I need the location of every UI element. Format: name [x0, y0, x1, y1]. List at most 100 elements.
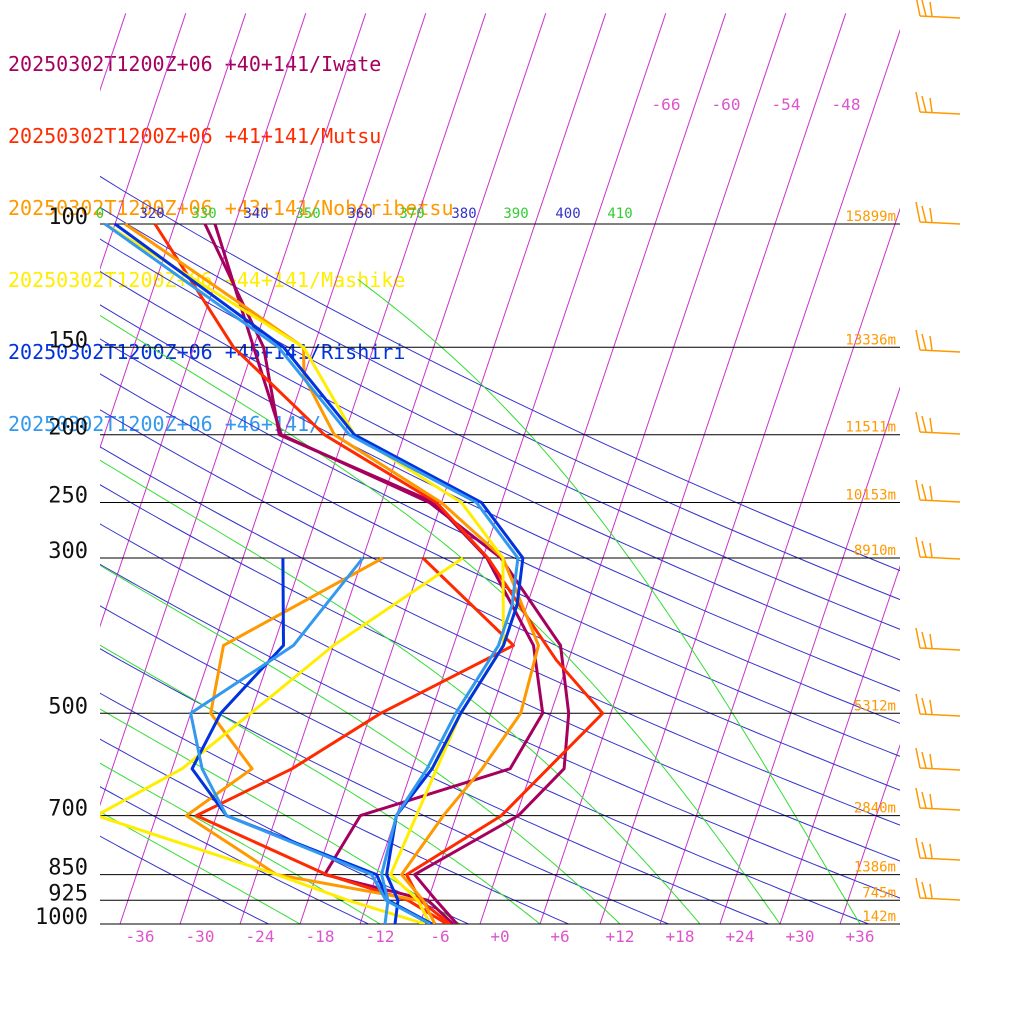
pressure-label: 500 [48, 694, 88, 719]
dry-adiabat-line [100, 175, 900, 572]
series-1-temperature-line [153, 223, 605, 924]
legend-entry-noboribetsu: 20250302T1200Z+06 +43+141/Noboribetsu [8, 196, 454, 220]
isotherm-line [100, 13, 367, 807]
pressure-label: 925 [48, 881, 88, 906]
isotherm-line [100, 13, 187, 271]
pressure-label: 150 [48, 328, 88, 353]
isotherm-line [419, 13, 727, 924]
temperature-tick-label: -18 [306, 927, 335, 946]
pressure-label: 1000 [35, 905, 88, 930]
wind-barb-icon [915, 787, 961, 811]
height-label: 15899m [845, 209, 896, 225]
legend-entry-iwate: 20250302T1200Z+06 +40+141/Iwate [8, 52, 382, 76]
wind-barb-icon [915, 91, 961, 115]
theta-label: 360 [347, 206, 372, 222]
temperature-tick-label: +36 [846, 927, 875, 946]
isotherm-line [119, 13, 427, 924]
isotherm-line [0, 13, 6, 924]
isotherm-line [839, 743, 900, 924]
isotherm-line [479, 13, 787, 924]
dry-adiabat-line [100, 738, 470, 924]
legend-entry-mutsu: 20250302T1200Z+06 +41+141/Mutsu [8, 124, 382, 148]
pressure-label: 850 [48, 856, 88, 881]
theta-label: 350 [295, 206, 320, 222]
height-label: 1386m [854, 860, 896, 876]
theta-label: 400 [555, 206, 580, 222]
temperature-tick-label: -6 [430, 927, 449, 946]
moist-adiabat-line [100, 459, 701, 924]
series-3-temperature-line [104, 222, 505, 924]
wind-barb-icon [915, 627, 961, 651]
wind-barb-icon [915, 329, 961, 353]
wind-barb-icon [915, 201, 961, 225]
dry-adiabat-line [100, 206, 900, 601]
isotherm-line [899, 922, 900, 924]
dry-adiabat-line [100, 409, 900, 791]
dry-adiabat-line [100, 563, 870, 924]
series-5-temperature-line [104, 222, 520, 924]
temperature-tick-label: -12 [366, 927, 395, 946]
temperature-tick-label: +18 [666, 927, 695, 946]
series-4-temperature-line [114, 222, 525, 924]
dry-adiabat-line [100, 786, 370, 924]
isotherm-line [100, 13, 307, 628]
temperature-tick-label: +6 [550, 927, 569, 946]
dry-adiabat-line [100, 692, 570, 924]
dry-adiabat-line [100, 484, 900, 862]
height-label: 8910m [854, 543, 896, 559]
temperature-tick-label: -24 [246, 927, 275, 946]
temperature-tick-label: -30 [186, 927, 215, 946]
upper-temperature-label: -60 [712, 95, 741, 114]
theta-label: 370 [399, 206, 424, 222]
isotherm-line [779, 564, 900, 924]
theta-label: 390 [503, 206, 528, 222]
moist-adiabat-line [357, 279, 861, 924]
moist-adiabat-line [100, 314, 781, 924]
upper-temperature-label: -48 [832, 95, 861, 114]
pressure-label: 300 [48, 539, 88, 564]
theta-label: 340 [243, 206, 268, 222]
pressure-label: 700 [48, 797, 88, 822]
isotherm-line [539, 13, 847, 924]
height-label: 10153m [845, 488, 896, 504]
upper-temperature-label: -54 [772, 95, 801, 114]
isotherm-line [599, 28, 900, 924]
pressure-label: 100 [48, 205, 88, 230]
pressure-label: 200 [48, 416, 88, 441]
isotherm-line [100, 13, 247, 449]
moist-adiabat-line [100, 644, 541, 924]
height-label: 5312m [854, 698, 896, 714]
dry-adiabat-line [100, 648, 670, 924]
theta-label: 330 [191, 206, 216, 222]
isotherm-line [659, 207, 900, 924]
pressure-label: 250 [48, 484, 88, 509]
isotherm-line [299, 13, 607, 924]
isotherm-line [0, 13, 66, 924]
moist-adiabat-line [100, 811, 301, 924]
series-5-dewpoint-line [189, 557, 431, 924]
legend: 20250302T1200Z+06 +40+141/Iwate 20250302… [8, 4, 454, 460]
wind-barb-icon [915, 411, 961, 435]
temperature-tick-label: +12 [606, 927, 635, 946]
isotherm-line [359, 13, 667, 924]
moist-adiabat-line [100, 762, 381, 924]
theta-label: 410 [607, 206, 632, 222]
wind-barb-icon [915, 877, 961, 901]
height-label: 11511m [845, 420, 896, 436]
dry-adiabat-line [100, 338, 900, 724]
dry-adiabat-line [100, 270, 900, 661]
dry-adiabat-line [100, 373, 900, 757]
isotherm-line [719, 386, 900, 924]
wind-barb-icon [915, 479, 961, 503]
isotherm-line [239, 13, 547, 924]
moist-adiabat-line [100, 708, 461, 924]
wind-barb-icon [915, 747, 961, 771]
dry-adiabat-line [100, 835, 270, 924]
moist-adiabat-line [100, 564, 621, 924]
theta-label: 380 [451, 206, 476, 222]
wind-barb-icon [915, 837, 961, 861]
height-label: 13336m [845, 332, 896, 348]
theta-label: 320 [139, 206, 164, 222]
wind-barb-icon [915, 536, 961, 560]
